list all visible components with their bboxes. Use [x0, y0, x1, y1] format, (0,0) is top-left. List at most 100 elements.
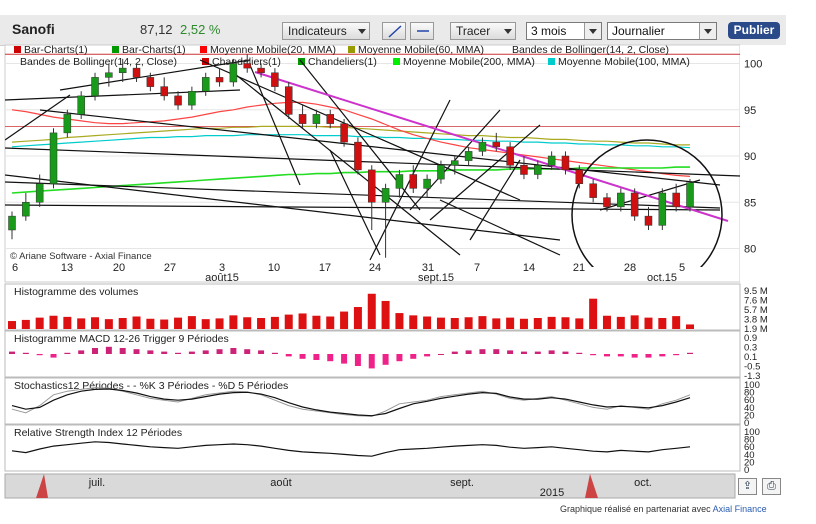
- volume-bar: [616, 316, 625, 329]
- candle-body: [658, 192, 667, 226]
- date-tick-label: 28: [624, 262, 636, 274]
- volume-bar: [602, 315, 611, 329]
- print-button[interactable]: ⎙: [762, 478, 781, 495]
- candle-body: [547, 155, 556, 166]
- candle-body: [686, 182, 694, 208]
- candle-body: [77, 95, 85, 115]
- volume-bar: [257, 318, 266, 329]
- macd-bar: [78, 350, 85, 354]
- macd-bar: [161, 351, 168, 354]
- trend-line: [5, 89, 241, 101]
- legend-label: Moyenne Mobile(200, MMA): [403, 56, 535, 68]
- candle-body: [243, 63, 251, 69]
- candle-body: [326, 114, 334, 124]
- volume-bar: [589, 298, 598, 329]
- rsi-panel: [4, 424, 741, 472]
- volume-bar: [672, 316, 681, 329]
- indicators-button[interactable]: Indicateurs: [282, 22, 370, 40]
- volume-bar: [644, 317, 653, 329]
- macd-bar: [590, 354, 597, 356]
- candle-body: [437, 165, 445, 180]
- legend-swatch: [393, 58, 400, 65]
- candle-body: [105, 72, 113, 78]
- volume-bar: [243, 317, 252, 329]
- rsi-tick: 40: [744, 450, 755, 461]
- main-panel: [4, 44, 741, 283]
- macd-bar: [382, 354, 389, 365]
- price-tick-label: 80: [744, 244, 756, 256]
- volume-bar: [35, 317, 44, 329]
- volume-bar: [561, 317, 570, 329]
- candle-body: [617, 192, 625, 208]
- macd-bar: [299, 354, 306, 359]
- publish-button[interactable]: Publier: [728, 22, 780, 39]
- period-select[interactable]: 3 mois: [526, 22, 602, 40]
- candle-body: [451, 160, 459, 166]
- navigator-month-label: juil.: [88, 477, 106, 489]
- rsi-tick: 60: [744, 442, 755, 453]
- candle-body: [506, 146, 514, 166]
- legend-label: Moyenne Mobile(100, MMA): [558, 56, 690, 68]
- stoch-tick: 80: [744, 388, 755, 399]
- legend-label: Moyenne Mobile(60, MMA): [358, 44, 484, 56]
- stoch-k-line: [11, 387, 691, 417]
- macd-bar: [313, 354, 320, 360]
- stoch-tick: 60: [744, 395, 755, 406]
- candle-body: [146, 77, 155, 87]
- export-button[interactable]: ⇪: [738, 478, 757, 495]
- legend-label: Bar-Charts(1): [24, 44, 88, 56]
- trend-line: [5, 147, 740, 177]
- highlight-circle: [571, 139, 723, 267]
- price-tick-label: 100: [744, 59, 762, 71]
- macd-bar: [354, 354, 361, 366]
- shape-tool-button[interactable]: [410, 22, 434, 40]
- date-tick-label: 17: [319, 262, 331, 274]
- candle-body: [354, 141, 362, 171]
- macd-bar: [202, 350, 209, 354]
- legend-swatch: [14, 46, 21, 53]
- volume-tick: 9.5 M: [744, 286, 768, 297]
- volume-bar: [146, 318, 155, 329]
- interval-select[interactable]: Journalier: [607, 22, 717, 40]
- month-label: sept.15: [418, 272, 454, 284]
- legend-swatch: [112, 46, 119, 53]
- volume-bar: [215, 318, 224, 329]
- candle-body: [160, 86, 168, 97]
- date-tick-label: 3: [219, 262, 225, 274]
- candle-body: [672, 192, 680, 208]
- macd-bar: [645, 354, 652, 358]
- draw-button[interactable]: Tracer: [450, 22, 516, 40]
- credit-link[interactable]: Axial Finance: [712, 504, 767, 514]
- rsi-title: Relative Strength Index 12 Périodes: [14, 427, 182, 439]
- trend-line: [439, 199, 561, 256]
- macd-bar: [520, 351, 527, 354]
- macd-bar: [576, 352, 583, 354]
- legend-label: Bandes de Bollinger(14, 2, Close): [20, 56, 177, 68]
- candle-body: [35, 183, 44, 203]
- navigator[interactable]: juil. août sept. oct. 2015: [4, 473, 736, 499]
- navigator-handle-right: [585, 474, 598, 498]
- macd-bar: [424, 354, 431, 357]
- volume-bar: [201, 319, 210, 329]
- line-tool-button[interactable]: [382, 22, 406, 40]
- volume-title: Histogramme des volumes: [14, 286, 138, 298]
- volume-bar: [686, 324, 694, 329]
- macd-bar: [548, 350, 555, 354]
- legend-swatch: [348, 46, 355, 53]
- stoch-title: Stochastics12 Périodes - - %K 3 Périodes…: [14, 380, 288, 392]
- macd-bar: [271, 352, 278, 354]
- date-tick-label: 7: [474, 262, 480, 274]
- candle-body: [8, 215, 16, 231]
- candle-body: [409, 174, 418, 189]
- stock-price: 87,12: [140, 22, 173, 37]
- macd-bar: [659, 354, 666, 357]
- rsi-tick: 0: [744, 465, 749, 476]
- date-tick-label: 27: [164, 262, 176, 274]
- navigator-track: [4, 473, 736, 499]
- trend-line: [229, 69, 461, 256]
- date-tick-label: 14: [523, 262, 535, 274]
- trendline-icon: [388, 25, 402, 38]
- candle-body: [271, 72, 279, 87]
- legend-swatch: [200, 46, 207, 53]
- candle-body: [589, 183, 597, 198]
